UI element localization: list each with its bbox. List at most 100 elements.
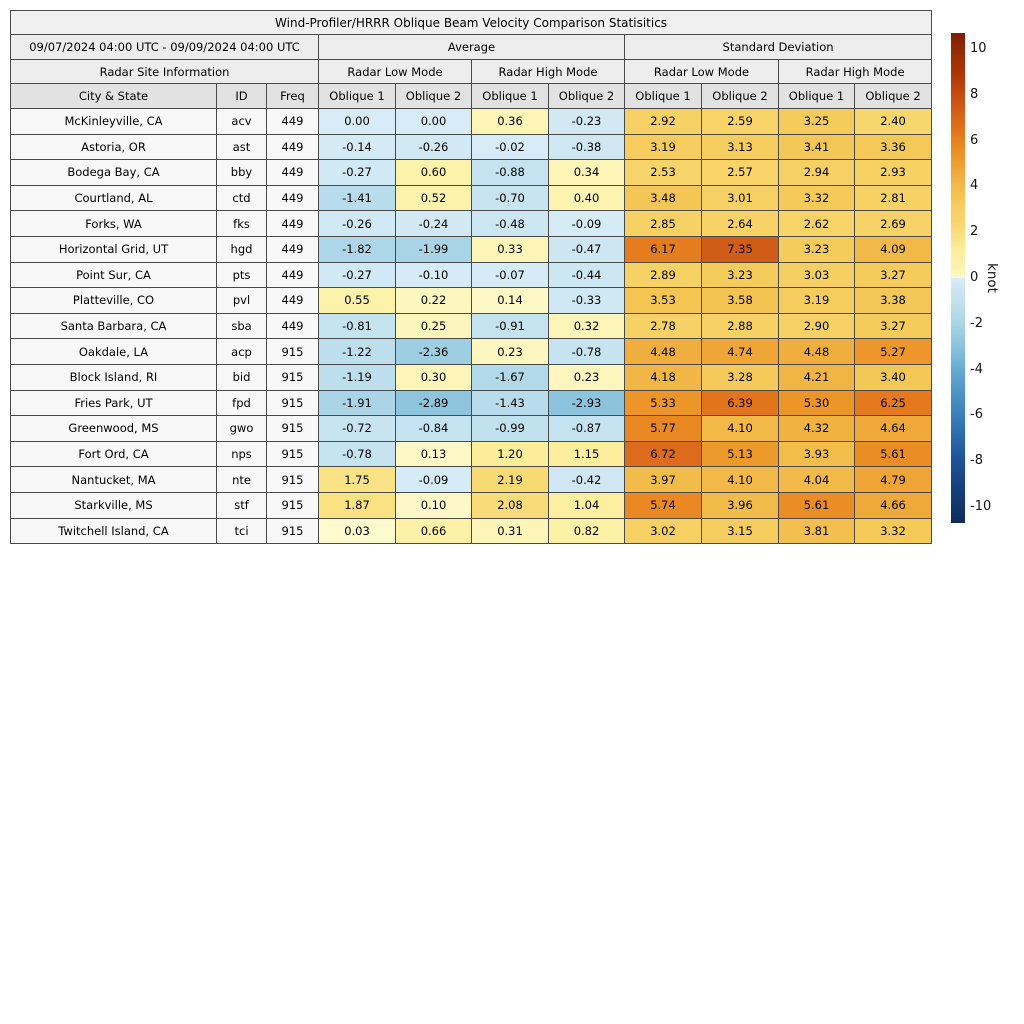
city-cell: Courtland, AL [10,184,217,212]
value-cell: 2.59 [701,108,779,135]
freq-cell: 915 [266,517,319,545]
value-cell: 0.00 [395,108,472,135]
value-cell: -1.67 [471,363,549,391]
value-cell: 5.33 [624,389,702,417]
value-cell: 5.74 [624,491,702,519]
value-cell: 4.79 [853,466,933,493]
id-cell: fpd [216,389,267,417]
value-cell: 0.60 [395,159,472,186]
value-cell: 5.13 [701,440,779,468]
value-cell: 0.55 [318,287,396,314]
value-cell: 6.25 [853,389,933,417]
value-cell: 3.53 [624,287,702,314]
id-cell: nps [216,440,267,468]
value-cell: -1.91 [318,389,396,417]
value-cell: 6.39 [701,389,779,417]
value-cell: 0.32 [548,312,625,340]
city-cell: Point Sur, CA [10,261,217,289]
id-cell: acv [216,108,267,135]
value-cell: 2.69 [853,210,933,237]
value-cell: 0.52 [395,184,472,212]
value-cell: 3.38 [853,287,933,314]
value-cell: -1.82 [318,235,396,263]
value-cell: -0.47 [548,235,625,263]
freq-cell: 449 [266,312,319,340]
freq-cell: 449 [266,287,319,314]
mode-header-row: Radar Site Information Radar Low Mode Ra… [10,59,933,84]
city-cell: Oakdale, LA [10,338,217,365]
city-cell: Starkville, MS [10,491,217,519]
value-cell: 5.61 [853,440,933,468]
value-cell: 3.96 [701,491,779,519]
city-cell: Block Island, RI [10,363,217,391]
city-cell: Santa Barbara, CA [10,312,217,340]
value-cell: 3.41 [778,133,855,161]
value-cell: -0.48 [471,210,549,237]
value-cell: 1.15 [548,440,625,468]
value-cell: 3.27 [853,312,933,340]
value-cell: 3.15 [701,517,779,545]
value-cell: -0.10 [395,261,472,289]
colorbar [951,33,965,523]
value-cell: 2.19 [471,466,549,493]
value-cell: -1.19 [318,363,396,391]
avg-low-mode-header: Radar Low Mode [318,59,472,84]
value-cell: 0.13 [395,440,472,468]
std-high-mode-header: Radar High Mode [777,59,933,84]
value-cell: 4.10 [701,415,779,442]
value-cell: 3.32 [853,517,933,545]
colorbar-tick-label: -8 [970,453,983,469]
value-cell: -1.99 [395,235,472,263]
col-id: ID [216,83,267,109]
value-cell: 2.85 [624,210,702,237]
value-cell: 0.22 [395,287,472,314]
group-average: Average [318,34,625,60]
value-cell: 3.36 [853,133,933,161]
value-cell: 3.93 [778,440,855,468]
id-cell: pts [216,261,267,289]
value-cell: -0.81 [318,312,396,340]
col-city-state: City & State [10,83,217,109]
value-cell: -0.24 [395,210,472,237]
value-cell: -0.27 [318,261,396,289]
value-cell: 2.93 [853,159,933,186]
freq-cell: 915 [266,415,319,442]
id-cell: bid [216,363,267,391]
value-cell: 0.30 [395,363,472,391]
value-cell: -1.43 [471,389,549,417]
value-cell: 1.20 [471,440,549,468]
value-cell: -0.14 [318,133,396,161]
value-cell: 3.27 [853,261,933,289]
value-cell: 1.87 [318,491,396,519]
value-cell: 7.35 [701,235,779,263]
value-cell: -0.78 [318,440,396,468]
value-cell: 0.36 [471,108,549,135]
value-cell: 4.64 [853,415,933,442]
col-oblique-1: Oblique 1 [471,83,549,109]
colorbar-tick-label: 10 [970,41,987,57]
value-cell: -1.41 [318,184,396,212]
table-row: Fries Park, UT fpd 915 -1.91 -2.89 -1.43 -2.93… [10,389,933,417]
value-cell: 0.66 [395,517,472,545]
value-cell: 0.31 [471,517,549,545]
value-cell: -0.87 [548,415,625,442]
value-cell: -0.88 [471,159,549,186]
table-row: Forks, WA fks 449 -0.26 -0.24 -0.48 -0.09 2.85 2… [10,210,933,237]
table-row: Astoria, OR ast 449 -0.14 -0.26 -0.02 -0.38 3.1… [10,133,933,161]
id-cell: acp [216,338,267,365]
colorbar-tick-label: -10 [970,498,992,514]
std-low-mode-header: Radar Low Mode [624,59,779,84]
value-cell: 5.61 [778,491,855,519]
value-cell: 5.77 [624,415,702,442]
date-range: 09/07/2024 04:00 UTC - 09/09/2024 04:00 … [10,34,319,60]
col-oblique-1: Oblique 1 [624,83,702,109]
value-cell: -0.99 [471,415,549,442]
table-row: Santa Barbara, CA sba 449 -0.81 0.25 -0.91 0.3… [10,312,933,340]
freq-cell: 915 [266,466,319,493]
col-oblique-2: Oblique 2 [853,83,933,109]
value-cell: -0.23 [548,108,625,135]
id-cell: hgd [216,235,267,263]
value-cell: 3.97 [624,466,702,493]
value-cell: -0.91 [471,312,549,340]
colorbar-tick-label: 4 [970,178,979,194]
